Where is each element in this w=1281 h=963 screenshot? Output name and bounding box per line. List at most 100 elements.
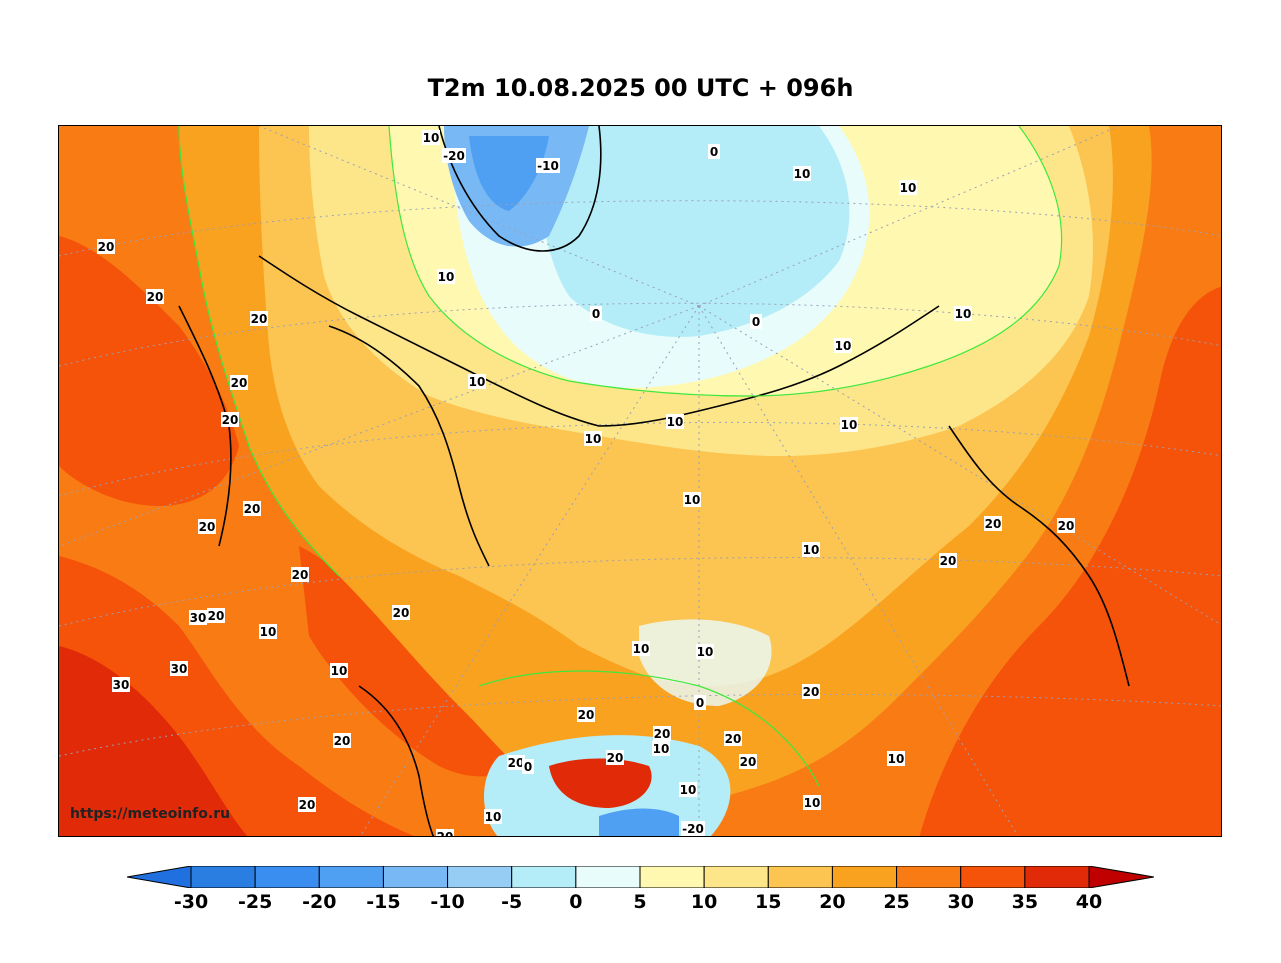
colorbar-segment — [254, 866, 320, 888]
contour-label: 20 — [654, 727, 671, 741]
contour-label: 30 — [171, 662, 188, 676]
colorbar-segment — [190, 866, 256, 888]
contour-label: 20 — [939, 727, 956, 741]
contour-label: 10 — [900, 181, 917, 195]
colorbar-tick-label: -5 — [501, 891, 523, 913]
contour-label: 10 — [260, 625, 277, 639]
page-title: T2m 10.08.2025 00 UTC + 096h — [427, 74, 854, 102]
hot-zone-east — [919, 286, 1221, 836]
contour-label: 10 — [653, 742, 670, 756]
contour-label: 20 — [393, 606, 410, 620]
colorbar-segment — [703, 866, 769, 888]
contour-label: 10 — [469, 375, 486, 389]
contour-label: 10 — [835, 339, 852, 353]
contour-label: 20 — [147, 290, 164, 304]
contour-label: -20 — [682, 822, 704, 836]
colorbar-tick-label: 20 — [819, 891, 846, 913]
contour-label: 20 — [199, 520, 216, 534]
contour-lines-green — [178, 126, 1063, 787]
colorbar-tick-label: -15 — [366, 891, 401, 913]
colorbar-segment — [511, 866, 577, 888]
colorbar-tick-label: 15 — [755, 891, 782, 913]
contour-label: 30 — [113, 678, 130, 692]
colorbar-segment — [896, 866, 962, 888]
colorbar-tick-label: 25 — [883, 891, 910, 913]
contour-label: 0 — [752, 315, 760, 329]
hot-zone-europe — [59, 236, 239, 506]
contour-label: 20 — [231, 376, 248, 390]
colorbar-tick-label: 5 — [633, 891, 647, 913]
colorbar-ticks: -30 -25 -20 -15 -10 -5 0 5 10 15 20 25 30 35 40 — [0, 891, 1281, 915]
contour-label: 10 — [485, 810, 502, 824]
colorbar-tick-label: 30 — [947, 891, 974, 913]
colorbar-tick-label: 40 — [1075, 891, 1103, 913]
contour-label: 20 — [208, 609, 225, 623]
contour-label: 20 — [740, 755, 757, 769]
contour-label: 10 — [794, 167, 811, 181]
contour-label: 10 — [955, 307, 972, 321]
mongolia-cool — [639, 619, 772, 706]
tarim-hot — [549, 758, 652, 808]
contour-label: 20 — [244, 502, 261, 516]
colorbar-segment — [575, 866, 641, 888]
contour-label: 20 — [888, 752, 905, 766]
contour-label: 0 — [592, 307, 600, 321]
colorbar-tick-label: 10 — [690, 891, 718, 913]
contour-label: 20 — [578, 708, 595, 722]
contour-label: 20 — [437, 830, 454, 837]
colorbar-tick-label: 0 — [569, 891, 583, 913]
colorbar-extend-low — [127, 866, 192, 888]
contour-label: 10 — [423, 131, 440, 145]
colorbar-segment — [447, 866, 513, 888]
colorbar-tick-label: -25 — [237, 891, 273, 913]
contour-label: 10 — [888, 752, 905, 766]
contour-label: 10 — [633, 642, 650, 656]
contour-label: 10 — [438, 270, 455, 284]
contour-label: 10 — [841, 418, 858, 432]
contour-label: 20 — [334, 734, 351, 748]
contour-label: 20 — [292, 568, 309, 582]
contour-label: 20 — [725, 732, 742, 746]
colorbar-segment — [960, 866, 1026, 888]
contour-label: 10 — [680, 783, 697, 797]
contour-label: 20 — [803, 685, 820, 699]
contour-label: 10 — [684, 493, 701, 507]
coastlines — [178, 126, 1130, 836]
contour-label: 0 — [696, 696, 704, 710]
contour-label: 10 — [697, 645, 714, 659]
contour-label: 20 — [940, 554, 957, 568]
contour-label: 10 — [331, 664, 348, 678]
contour-label: 20 — [1058, 519, 1075, 533]
colorbar-segment — [767, 866, 833, 888]
contour-label: 20 — [607, 751, 624, 765]
contour-label: 10 — [804, 796, 821, 810]
contour-label: 20 — [98, 240, 115, 254]
colorbar-tick-label: 35 — [1011, 891, 1039, 913]
colorbar-segment — [639, 866, 705, 888]
contour-label: 10 — [803, 543, 820, 557]
greenland-core — [469, 136, 549, 211]
colorbar-segment — [1024, 866, 1090, 888]
contour-label: 30 — [190, 611, 207, 625]
contour-label: 20 — [985, 517, 1002, 531]
colorbar-extend-high — [1088, 866, 1154, 888]
colorbar-segment — [382, 866, 449, 888]
contour-label: 0 — [524, 760, 532, 774]
colorbar-tick-label: -20 — [302, 891, 337, 913]
contour-label: -20 — [443, 149, 465, 163]
watermark: https://meteoinfo.ru — [70, 806, 231, 822]
contour-label: -10 — [537, 159, 559, 173]
contour-label: 20 — [222, 413, 239, 427]
colorbar-segment — [318, 866, 384, 888]
contour-label: 10 — [667, 415, 684, 429]
ice-zone — [529, 126, 850, 337]
graticule — [59, 126, 1221, 836]
colorbar-tick-label: -30 — [173, 891, 209, 913]
temperature-map: 10 -20 -10 0 10 10 20 20 20 10 0 0 10 10… — [58, 125, 1222, 837]
contour-label: 20 — [508, 756, 525, 770]
contour-label: 10 — [585, 432, 602, 446]
colorbar-segment — [831, 866, 898, 888]
colorbar — [127, 866, 1154, 888]
contour-label: 0 — [710, 145, 718, 159]
colorbar-tick-label: -10 — [430, 891, 465, 913]
